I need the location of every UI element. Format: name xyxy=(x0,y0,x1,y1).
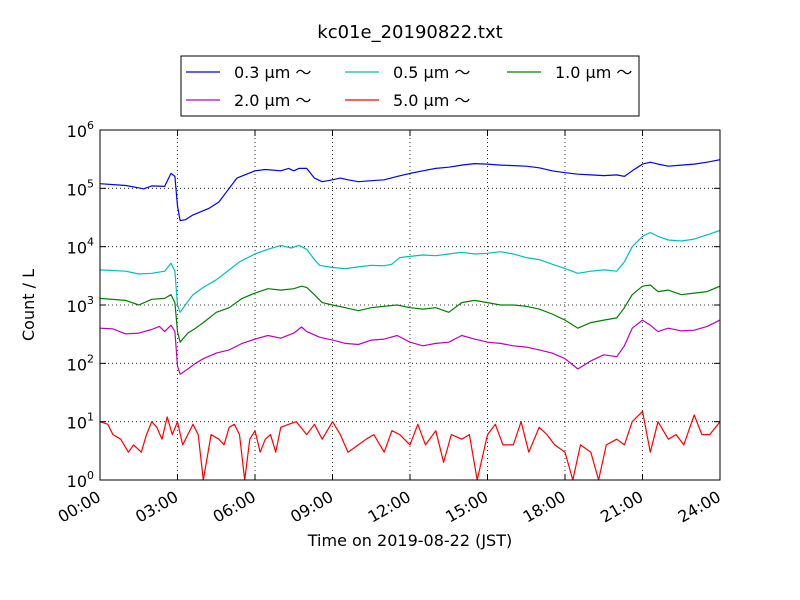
series-line-3 xyxy=(99,319,721,375)
legend-label-0: 0.3 μm ～ xyxy=(234,63,311,82)
series-line-2 xyxy=(99,284,721,343)
series-lines xyxy=(99,159,721,481)
legend-label-1: 0.5 μm ～ xyxy=(393,63,470,82)
y-axis-ticks: 100 101 102 103 104 105 106 xyxy=(67,119,720,491)
y-tick-label: 102 xyxy=(67,352,94,374)
y-tick-label: 106 xyxy=(67,119,94,141)
series-line-4 xyxy=(99,410,721,481)
x-axis-label: Time on 2019-08-22 (JST) xyxy=(307,531,512,550)
series-line-0 xyxy=(99,159,721,222)
y-tick-label: 101 xyxy=(67,411,94,433)
legend: 0.3 μm ～ 0.5 μm ～ 1.0 μm ～ 2.0 μm ～ 5.0 μm ～ xyxy=(180,55,640,117)
legend-box xyxy=(180,55,640,117)
series-line-1 xyxy=(99,229,721,313)
y-axis-label: Count / L xyxy=(19,269,38,341)
grid-lines xyxy=(100,130,720,480)
y-tick-label: 100 xyxy=(67,469,94,491)
legend-label-4: 5.0 μm ～ xyxy=(393,91,470,110)
y-tick-label: 104 xyxy=(67,236,94,258)
chart-title: kc01e_20190822.txt xyxy=(317,22,502,43)
y-tick-label: 103 xyxy=(67,294,94,316)
y-tick-label: 105 xyxy=(67,177,94,199)
legend-label-3: 2.0 μm ～ xyxy=(234,91,311,110)
legend-label-2: 1.0 μm ～ xyxy=(555,63,632,82)
